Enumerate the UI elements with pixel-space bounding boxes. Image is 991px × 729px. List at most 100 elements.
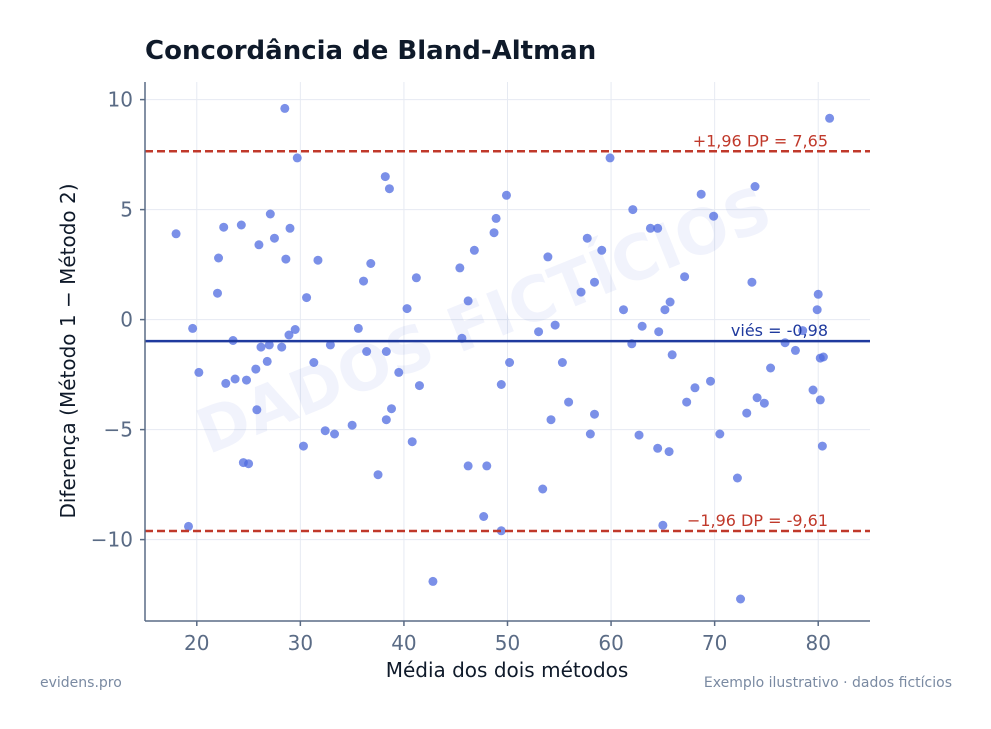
data-point xyxy=(496,526,506,536)
data-point xyxy=(347,420,357,430)
chart-title: Concordância de Bland-Altman xyxy=(145,36,596,66)
data-point xyxy=(184,521,193,531)
data-point xyxy=(284,330,294,340)
data-point xyxy=(759,398,769,408)
data-point xyxy=(298,441,308,451)
data-point xyxy=(381,347,391,356)
data-point xyxy=(428,576,438,586)
data-point xyxy=(665,297,675,307)
data-point xyxy=(309,358,319,367)
data-point xyxy=(313,255,323,265)
y-tick-label: 0 xyxy=(120,308,133,332)
y-axis-label: Diferença (Método 1 − Método 2) xyxy=(56,183,80,518)
data-point xyxy=(384,184,394,194)
data-point xyxy=(219,222,229,232)
data-point xyxy=(262,356,272,366)
data-point xyxy=(825,113,835,123)
data-point xyxy=(590,409,599,419)
data-point xyxy=(690,383,700,393)
data-point xyxy=(394,367,404,377)
data-point xyxy=(292,153,302,163)
data-point xyxy=(269,233,279,243)
x-tick-label: 40 xyxy=(391,631,416,655)
data-point xyxy=(320,426,330,436)
x-tick-label: 20 xyxy=(184,631,209,655)
x-tick-label: 60 xyxy=(598,631,623,655)
data-point xyxy=(653,223,663,233)
upper-loa-label: +1,96 DP = 7,65 xyxy=(693,131,828,150)
data-point xyxy=(808,385,818,395)
data-point xyxy=(667,350,677,360)
grid xyxy=(145,82,870,621)
data-point xyxy=(359,276,369,286)
data-point xyxy=(230,374,240,384)
data-point xyxy=(696,189,706,199)
footer-note: Exemplo ilustrativo · dados fictícios xyxy=(704,675,952,691)
data-point xyxy=(479,512,489,521)
data-point xyxy=(256,342,266,352)
data-point xyxy=(496,380,506,389)
data-point xyxy=(402,304,412,314)
data-point xyxy=(381,415,391,425)
data-point xyxy=(482,461,492,471)
data-point xyxy=(582,233,592,243)
data-point xyxy=(280,103,290,113)
x-tick-label: 70 xyxy=(702,631,727,655)
data-point xyxy=(747,277,757,287)
data-point xyxy=(658,520,668,530)
data-point xyxy=(411,273,421,283)
data-point xyxy=(242,375,251,385)
data-point xyxy=(546,415,556,425)
data-point xyxy=(813,289,823,299)
data-point xyxy=(171,229,181,239)
data-point xyxy=(664,447,674,457)
data-point xyxy=(543,252,553,262)
data-point xyxy=(706,376,715,386)
data-point xyxy=(766,363,776,373)
data-point xyxy=(489,228,499,238)
data-point xyxy=(501,190,511,200)
data-point xyxy=(817,441,827,451)
data-point xyxy=(254,240,264,250)
data-point xyxy=(590,277,599,287)
data-point xyxy=(325,340,335,350)
data-point xyxy=(380,172,390,182)
data-point xyxy=(597,245,607,255)
data-point xyxy=(576,287,586,297)
data-point xyxy=(244,459,254,469)
data-point xyxy=(265,209,275,219)
data-point xyxy=(407,437,417,447)
data-point xyxy=(281,254,291,264)
data-point xyxy=(213,288,222,298)
data-point xyxy=(752,393,762,403)
data-point xyxy=(750,182,760,191)
y-tick-label: −10 xyxy=(91,528,133,552)
data-point xyxy=(214,253,224,263)
data-point xyxy=(455,263,465,273)
data-point xyxy=(463,296,473,306)
data-point xyxy=(645,223,655,233)
footer-brand: evidens.pro xyxy=(40,675,122,691)
bias-label: viés = -0,98 xyxy=(731,321,828,340)
data-point xyxy=(812,305,822,315)
data-point xyxy=(534,327,544,337)
data-point xyxy=(277,342,287,352)
data-point xyxy=(505,358,515,367)
data-point xyxy=(709,211,719,221)
data-point xyxy=(302,293,312,303)
lower-loa-label: −1,96 DP = -9,61 xyxy=(687,511,828,530)
x-tick-label: 50 xyxy=(495,631,520,655)
reference-lines: +1,96 DP = 7,65 −1,96 DP = -9,61 viés = -0… xyxy=(145,131,870,533)
data-point xyxy=(414,381,424,391)
data-point xyxy=(366,259,376,268)
data-point xyxy=(818,352,828,362)
data-point xyxy=(264,340,274,350)
data-point xyxy=(290,325,300,334)
data-point xyxy=(550,320,560,330)
data-point xyxy=(362,347,372,356)
data-point xyxy=(736,594,746,604)
data-point xyxy=(373,470,383,480)
data-point xyxy=(585,429,595,439)
